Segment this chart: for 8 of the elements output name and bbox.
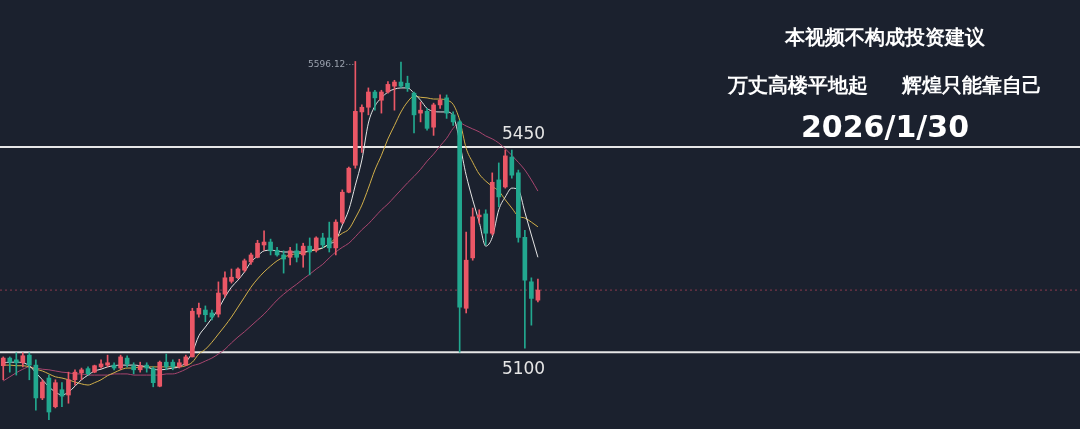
text: 2026/1/30 [799,109,970,144]
annotation: 5596.12 [308,58,346,69]
candlestick [476,209,482,224]
ref-line-label: 5450 [501,123,546,144]
ref-line-label: 5100 [501,358,546,379]
candlestick [307,237,313,276]
text: 本视频不构成投资建议 [784,24,986,50]
text: 万丈高楼平地起 辉煌只能靠自己 [726,72,1044,98]
